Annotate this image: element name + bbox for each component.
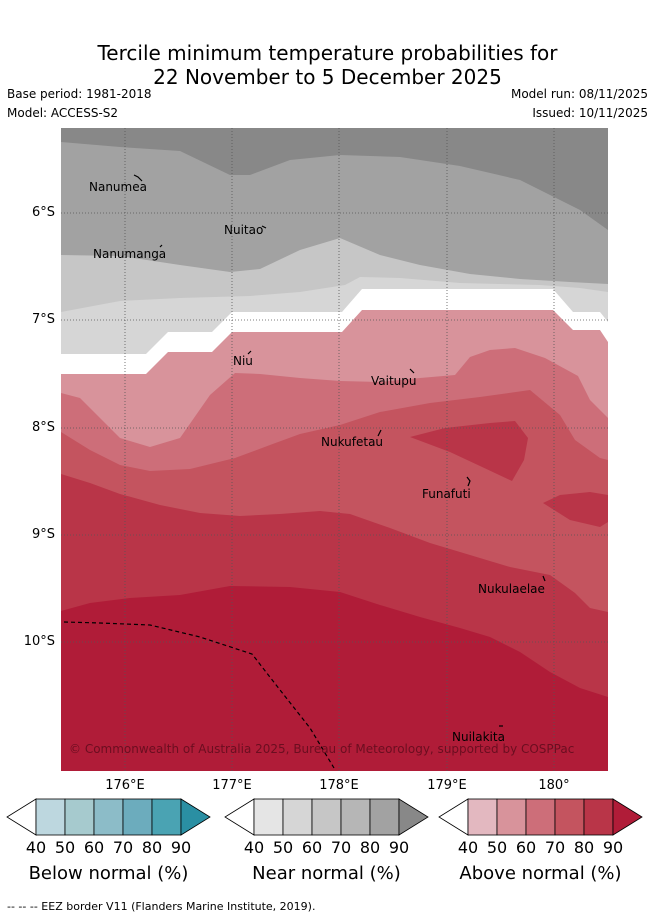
- lat-label-6s: 6°S: [31, 205, 55, 220]
- near-tick-60: 60: [301, 838, 323, 857]
- place-funafuti: Funafuti: [422, 487, 471, 501]
- near-tick-40: 40: [243, 838, 265, 857]
- above-tick-50: 50: [486, 838, 508, 857]
- model-run-text: Model run: 08/11/2025: [510, 87, 648, 101]
- colorbar-near-under: [224, 798, 255, 836]
- colorbar-near-bin-1: [253, 798, 284, 836]
- lat-label-9s: 9°S: [31, 527, 55, 542]
- lon-label-178e: 178°E: [319, 778, 359, 793]
- below-normal-label: Below normal (%): [28, 863, 189, 884]
- map-title-line-2: 22 November to 5 December 2025: [153, 65, 502, 89]
- colorbar-near-over: [398, 798, 429, 836]
- colorbar-near-bin-4: [340, 798, 371, 836]
- above-tick-90: 90: [602, 838, 624, 857]
- colorbar-below: [6, 798, 211, 836]
- lon-label-179e: 179°E: [427, 778, 467, 793]
- below-tick-60: 60: [83, 838, 105, 857]
- lon-label-176e: 176°E: [105, 778, 145, 793]
- above-tick-80: 80: [573, 838, 595, 857]
- above-80-patch-far-east: [543, 492, 608, 527]
- colorbar-near-bin-3: [311, 798, 342, 836]
- copyright-notice: © Commonwealth of Australia 2025, Bureau…: [69, 742, 575, 756]
- lat-label-10s: 10°S: [23, 634, 55, 649]
- island-nuitao-mark: [261, 225, 267, 229]
- place-nuilakita: Nuilakita: [452, 730, 505, 744]
- place-nukufetau: Nukufetau: [321, 435, 384, 449]
- above-tick-40: 40: [457, 838, 479, 857]
- graticule: [61, 128, 608, 771]
- lat-label-8s: 8°S: [31, 420, 55, 435]
- below-tick-50: 50: [54, 838, 76, 857]
- island-nanumanga-mark: [159, 244, 163, 248]
- base-period-text: Base period: 1981-2018: [7, 87, 152, 101]
- place-nuitao: Nuitao: [224, 223, 264, 237]
- lon-label-180: 180°: [538, 778, 570, 793]
- near-tick-80: 80: [359, 838, 381, 857]
- colorbar-below-bin-1: [35, 798, 66, 836]
- island-nukulaelae-mark: [542, 575, 546, 582]
- island-vaitupu-mark: [409, 368, 415, 374]
- island-niu-mark: [247, 350, 252, 355]
- colorbar-above-bin-2: [496, 798, 527, 836]
- colorbar-above-bin-3: [525, 798, 556, 836]
- lat-label-7s: 7°S: [31, 312, 55, 327]
- island-funafuti-mark: [466, 476, 471, 487]
- near-tick-70: 70: [330, 838, 352, 857]
- colorbar-above: [438, 798, 643, 836]
- colorbar-near-bin-2: [282, 798, 313, 836]
- above-normal-label: Above normal (%): [459, 863, 622, 884]
- below-tick-90: 90: [170, 838, 192, 857]
- eez-border-line: [63, 621, 335, 769]
- colorbar-below-bin-2: [64, 798, 95, 836]
- place-vaitupu: Vaitupu: [371, 374, 417, 388]
- above-90-core: [61, 586, 608, 771]
- island-nanumea-mark: [133, 174, 143, 182]
- colorbar-below-over: [180, 798, 211, 836]
- lon-label-177e: 177°E: [212, 778, 252, 793]
- near-tick-50: 50: [272, 838, 294, 857]
- colorbar-below-under: [6, 798, 37, 836]
- near-normal-label: Near normal (%): [252, 863, 401, 884]
- above-tick-60: 60: [515, 838, 537, 857]
- issued-text: Issued: 10/11/2025: [532, 106, 648, 120]
- colorbar-above-under: [438, 798, 469, 836]
- place-nanumea: Nanumea: [89, 180, 147, 194]
- colorbar-above-over: [612, 798, 643, 836]
- island-nukufetau-mark: [377, 429, 382, 437]
- below-tick-70: 70: [112, 838, 134, 857]
- below-tick-80: 80: [141, 838, 163, 857]
- colorbar-above-bin-1: [467, 798, 498, 836]
- colorbar-above-bin-4: [554, 798, 585, 836]
- place-nukulaelae: Nukulaelae: [478, 582, 545, 596]
- below-tick-40: 40: [25, 838, 47, 857]
- island-marks: [133, 174, 546, 727]
- above-80-patch-east: [410, 421, 528, 481]
- map-title-line-1: Tercile minimum temperature probabilitie…: [97, 41, 558, 65]
- colorbar-above-bin-5: [583, 798, 614, 836]
- eez-border-note: -- -- -- EEZ border V11 (Flanders Marine…: [7, 900, 316, 913]
- colorbar-below-bin-5: [151, 798, 182, 836]
- near-tick-90: 90: [388, 838, 410, 857]
- colorbar-near: [224, 798, 429, 836]
- colorbar-below-bin-4: [122, 798, 153, 836]
- colorbar-near-bin-5: [369, 798, 400, 836]
- place-niu: Niu: [233, 354, 253, 368]
- place-nanumanga: Nanumanga: [93, 247, 167, 261]
- model-text: Model: ACCESS-S2: [7, 106, 119, 120]
- above-tick-70: 70: [544, 838, 566, 857]
- colorbar-below-bin-3: [93, 798, 124, 836]
